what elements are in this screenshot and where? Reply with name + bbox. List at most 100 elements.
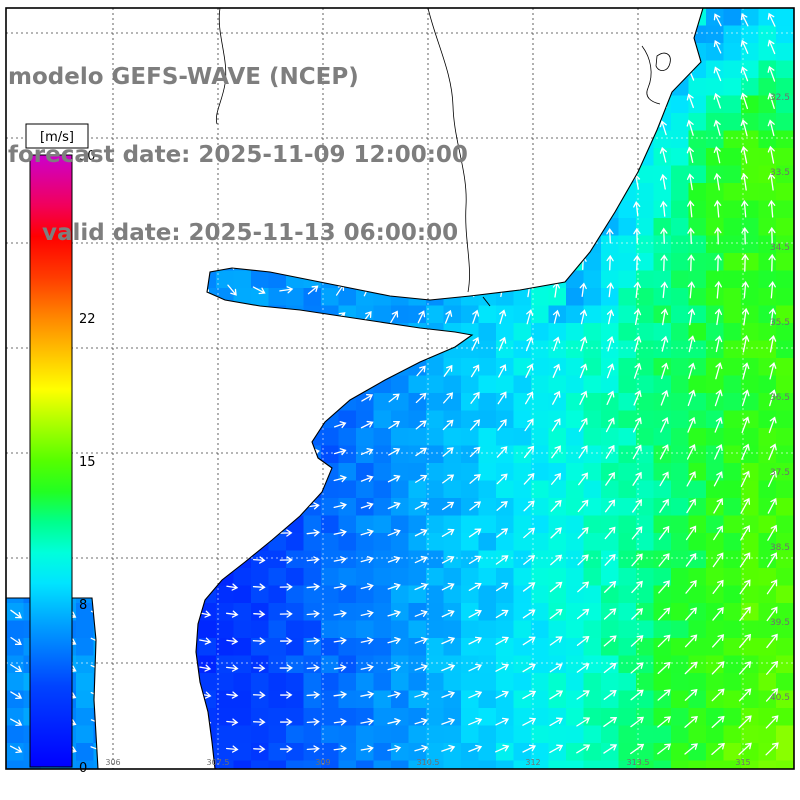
wind-arrow <box>550 499 562 512</box>
field-cell <box>426 620 444 639</box>
wind-arrow <box>225 610 239 618</box>
wind-arrow <box>414 609 428 617</box>
field-cell <box>233 690 252 709</box>
field-cell <box>618 498 637 516</box>
field-cell <box>531 725 549 744</box>
wind-arrow <box>417 310 426 324</box>
wind-arrow <box>469 474 481 484</box>
field-cell <box>583 760 602 769</box>
field-cell <box>513 585 532 604</box>
field-cell <box>776 725 794 744</box>
field-cell <box>338 708 357 726</box>
latitude-label: 34.5 <box>770 243 790 253</box>
field-cell <box>723 480 742 499</box>
wind-arrow <box>10 636 22 646</box>
field-cell <box>758 480 777 499</box>
wind-arrow <box>252 691 266 699</box>
wind-arrow <box>252 718 266 726</box>
wind-arrow <box>741 307 750 326</box>
wind-arrow <box>333 637 347 645</box>
field-cell <box>461 620 479 639</box>
field-cell <box>548 323 567 341</box>
field-cell <box>496 323 514 341</box>
field-cell <box>601 323 619 341</box>
wind-arrow <box>766 660 779 675</box>
field-cell <box>758 550 777 569</box>
field-cell <box>601 620 619 639</box>
field-cell <box>548 743 567 761</box>
field-cell <box>198 655 217 674</box>
field-cell <box>706 480 724 499</box>
field-cell <box>548 760 567 769</box>
field-cell <box>706 183 724 201</box>
field-cell <box>776 445 794 464</box>
field-cell <box>741 480 759 499</box>
field-cell <box>741 165 759 184</box>
field-cell <box>776 568 794 586</box>
field-cell <box>636 498 654 516</box>
field-cell <box>373 673 392 691</box>
field-cell <box>478 428 497 446</box>
field-cell <box>513 375 532 394</box>
field-cell <box>531 498 549 516</box>
field-cell <box>636 673 654 691</box>
wind-arrow <box>630 716 644 728</box>
field-cell <box>496 463 514 481</box>
field-cell <box>548 340 567 359</box>
field-cell <box>758 533 777 551</box>
field-cell <box>408 428 427 446</box>
field-cell <box>653 375 672 394</box>
wind-arrow <box>739 579 751 595</box>
field-cell <box>776 60 794 79</box>
wind-arrow <box>578 472 588 486</box>
wind-arrow <box>576 744 591 754</box>
field-cell <box>706 288 724 306</box>
field-cell <box>373 393 392 411</box>
field-cell <box>531 358 549 376</box>
field-cell <box>548 480 567 499</box>
field-cell <box>198 620 217 639</box>
wind-arrow <box>279 286 294 294</box>
wind-arrow <box>498 364 507 378</box>
field-cell <box>478 445 497 464</box>
field-cell <box>741 148 759 166</box>
field-cell <box>426 305 444 324</box>
field-cell <box>513 515 532 534</box>
wind-arrow <box>604 499 616 513</box>
field-cell <box>776 358 794 376</box>
field-cell <box>776 708 794 726</box>
field-cell <box>776 148 794 166</box>
wind-arrow <box>766 579 778 595</box>
field-cell <box>531 480 549 499</box>
wind-arrow <box>604 526 616 540</box>
wind-arrow <box>684 715 698 728</box>
coast-mark <box>482 296 491 307</box>
field-cell <box>741 673 759 691</box>
field-cell <box>583 638 602 656</box>
field-cell <box>583 655 602 674</box>
field-cell <box>723 393 742 411</box>
wind-arrow <box>414 555 428 564</box>
field-cell <box>618 533 637 551</box>
field-cell <box>76 760 94 769</box>
field-cell <box>758 498 777 516</box>
field-cell <box>636 568 654 586</box>
wind-arrow <box>603 608 617 620</box>
field-cell <box>338 760 357 769</box>
field-cell <box>723 305 742 324</box>
wind-arrow <box>606 282 614 298</box>
field-cell <box>723 725 742 744</box>
field-cell <box>706 358 724 376</box>
field-cell <box>391 463 409 481</box>
field-cell <box>338 533 357 551</box>
latitude-label: 35.5 <box>770 318 790 328</box>
field-cell <box>251 690 269 709</box>
field-cell <box>688 480 707 499</box>
field-cell <box>531 305 549 324</box>
wind-arrow <box>603 690 617 700</box>
longitude-label: 306 <box>105 758 120 767</box>
field-cell <box>706 200 724 219</box>
field-cell <box>496 445 514 464</box>
field-cell <box>566 358 584 376</box>
field-cell <box>776 655 794 674</box>
